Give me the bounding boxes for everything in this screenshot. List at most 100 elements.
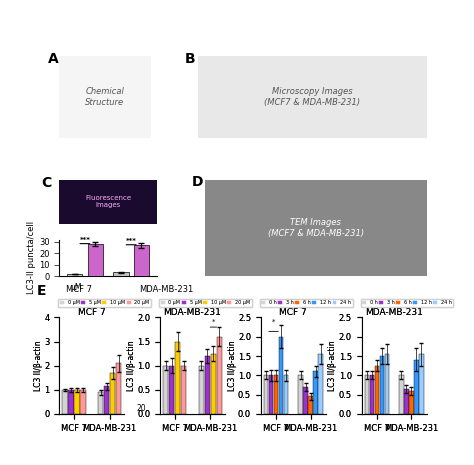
- Y-axis label: LC3 II/β-actin: LC3 II/β-actin: [328, 340, 337, 391]
- Bar: [205, 356, 210, 414]
- Legend: 0 h, 3 h, 6 h, 12 h, 24 h: 0 h, 3 h, 6 h, 12 h, 24 h: [361, 299, 454, 306]
- Bar: [419, 354, 424, 414]
- Bar: [284, 375, 288, 414]
- Title: MCF 7: MCF 7: [280, 308, 307, 317]
- Bar: [399, 375, 404, 414]
- Bar: [134, 246, 149, 276]
- Bar: [113, 272, 128, 276]
- Bar: [319, 354, 323, 414]
- Bar: [313, 372, 318, 414]
- Bar: [217, 337, 222, 414]
- Bar: [175, 342, 181, 414]
- Bar: [365, 375, 369, 414]
- Title: MCF 7: MCF 7: [280, 308, 307, 317]
- Bar: [414, 360, 419, 414]
- Text: 20: 20: [137, 404, 146, 413]
- Bar: [74, 390, 80, 414]
- Text: *: *: [212, 319, 215, 325]
- Bar: [210, 353, 216, 414]
- Text: *: *: [272, 319, 275, 325]
- Text: μM: μM: [70, 283, 82, 292]
- Text: Chemical
Structure: Chemical Structure: [85, 87, 125, 107]
- Bar: [284, 375, 288, 414]
- Bar: [104, 386, 109, 414]
- Bar: [370, 375, 374, 414]
- Bar: [217, 337, 222, 414]
- Bar: [110, 373, 115, 414]
- Y-axis label: LC3-II puncta/cell: LC3-II puncta/cell: [27, 221, 36, 294]
- Text: *: *: [272, 319, 275, 325]
- Bar: [264, 375, 268, 414]
- Y-axis label: LC3 II/β-actin: LC3 II/β-actin: [328, 340, 337, 391]
- Text: C: C: [42, 176, 52, 190]
- Bar: [163, 365, 168, 414]
- Legend: 0 h, 3 h, 6 h, 12 h, 24 h: 0 h, 3 h, 6 h, 12 h, 24 h: [260, 299, 353, 306]
- Bar: [309, 397, 313, 414]
- Bar: [370, 375, 374, 414]
- Title: MDA-MB-231: MDA-MB-231: [164, 308, 221, 317]
- Bar: [365, 375, 369, 414]
- Text: D: D: [191, 175, 203, 189]
- Title: MDA-MB-231: MDA-MB-231: [365, 308, 423, 317]
- Text: ***: ***: [80, 237, 91, 243]
- Bar: [274, 375, 278, 414]
- Text: 20: 20: [91, 404, 100, 413]
- Bar: [399, 375, 404, 414]
- Title: MDA-MB-231: MDA-MB-231: [365, 308, 423, 317]
- Y-axis label: LC3 II/β-actin: LC3 II/β-actin: [127, 340, 136, 391]
- Bar: [169, 365, 174, 414]
- Bar: [313, 372, 318, 414]
- Bar: [298, 375, 303, 414]
- Text: B: B: [185, 52, 195, 66]
- Legend: 0 μM, 5 μM, 10 μM, 20 μM: 0 μM, 5 μM, 10 μM, 20 μM: [58, 299, 151, 306]
- Bar: [404, 389, 409, 414]
- Bar: [419, 354, 424, 414]
- Title: MCF 7: MCF 7: [78, 308, 106, 317]
- Title: MDA-MB-231: MDA-MB-231: [164, 308, 221, 317]
- Bar: [67, 274, 82, 276]
- Bar: [175, 342, 181, 414]
- Bar: [374, 365, 379, 414]
- Y-axis label: LC3 II/β-actin: LC3 II/β-actin: [34, 340, 43, 391]
- Bar: [181, 365, 186, 414]
- Text: Microscopy Images
(MCF7 & MDA-MB-231): Microscopy Images (MCF7 & MDA-MB-231): [264, 87, 361, 107]
- Bar: [303, 387, 308, 414]
- Bar: [384, 354, 389, 414]
- Bar: [409, 391, 414, 414]
- Text: Fluorescence
Images: Fluorescence Images: [85, 195, 131, 208]
- Bar: [298, 375, 303, 414]
- Bar: [88, 244, 103, 276]
- Bar: [319, 354, 323, 414]
- Bar: [98, 392, 103, 414]
- Bar: [269, 375, 273, 414]
- Bar: [116, 363, 121, 414]
- Bar: [269, 375, 273, 414]
- Text: E: E: [36, 284, 46, 298]
- Bar: [163, 365, 168, 414]
- Y-axis label: LC3 II/β-actin: LC3 II/β-actin: [34, 340, 43, 391]
- Bar: [68, 390, 73, 414]
- Legend: 0 μM, 5 μM, 10 μM, 20 μM: 0 μM, 5 μM, 10 μM, 20 μM: [159, 299, 252, 306]
- Bar: [264, 375, 268, 414]
- Bar: [380, 356, 384, 414]
- Text: 0: 0: [72, 404, 77, 413]
- Bar: [62, 390, 68, 414]
- Bar: [74, 390, 80, 414]
- Bar: [409, 391, 414, 414]
- Bar: [404, 389, 409, 414]
- Bar: [309, 397, 313, 414]
- Bar: [279, 337, 283, 414]
- Bar: [384, 354, 389, 414]
- Bar: [80, 390, 86, 414]
- Text: ***: ***: [126, 238, 137, 244]
- Bar: [303, 387, 308, 414]
- Bar: [169, 365, 174, 414]
- Title: MCF 7: MCF 7: [78, 308, 106, 317]
- Bar: [205, 356, 210, 414]
- Bar: [68, 390, 73, 414]
- Text: E: E: [36, 284, 46, 298]
- Text: A: A: [48, 52, 59, 66]
- Bar: [380, 356, 384, 414]
- Text: *: *: [212, 319, 215, 325]
- Text: TEM Images
(MCF7 & MDA-MB-231): TEM Images (MCF7 & MDA-MB-231): [268, 218, 364, 238]
